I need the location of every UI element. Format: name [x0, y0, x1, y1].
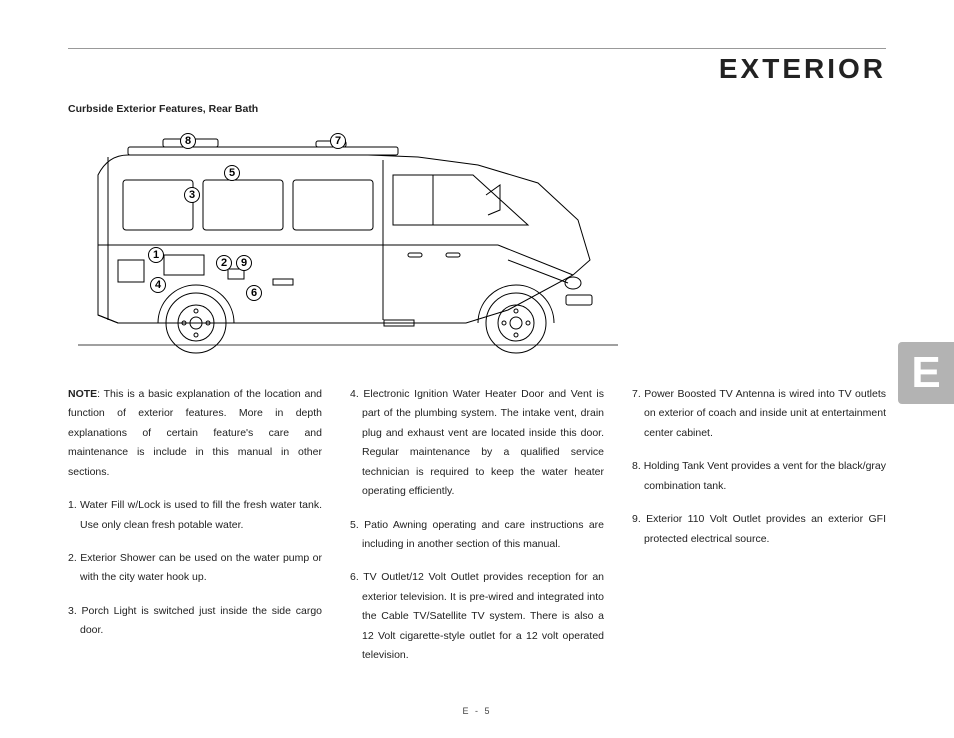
note-label: NOTE [68, 388, 97, 400]
callout-4: 4 [150, 277, 166, 293]
callout-8: 8 [180, 133, 196, 149]
callout-7: 7 [330, 133, 346, 149]
callout-6: 6 [246, 285, 262, 301]
column-3: 7. Power Boosted TV Antenna is wired int… [632, 385, 886, 665]
callout-5: 5 [224, 165, 240, 181]
van-svg [68, 125, 628, 355]
item-8: 8. Holding Tank Vent provides a vent for… [632, 457, 886, 496]
callout-9: 9 [236, 255, 252, 271]
section-subtitle: Curbside Exterior Features, Rear Bath [68, 103, 886, 115]
section-tab: E [898, 342, 954, 404]
callout-3: 3 [184, 187, 200, 203]
item-3: 3. Porch Light is switched just inside t… [68, 602, 322, 641]
page-number: E - 5 [0, 706, 954, 716]
column-1: NOTE: This is a basic explanation of the… [68, 385, 322, 665]
vehicle-diagram: 1 2 3 4 5 6 7 8 9 [68, 125, 628, 355]
column-2: 4. Electronic Ignition Water Heater Door… [350, 385, 604, 665]
note-text: : This is a basic explanation of the loc… [68, 388, 322, 478]
item-6: 6. TV Outlet/12 Volt Outlet provides rec… [350, 568, 604, 665]
body-columns: NOTE: This is a basic explanation of the… [68, 385, 886, 665]
item-9: 9. Exterior 110 Volt Outlet provides an … [632, 510, 886, 549]
item-4: 4. Electronic Ignition Water Heater Door… [350, 385, 604, 502]
note-paragraph: NOTE: This is a basic explanation of the… [68, 385, 322, 482]
item-5: 5. Patio Awning operating and care instr… [350, 516, 604, 555]
item-7: 7. Power Boosted TV Antenna is wired int… [632, 385, 886, 443]
callout-1: 1 [148, 247, 164, 263]
item-1: 1. Water Fill w/Lock is used to fill the… [68, 496, 322, 535]
page-title: EXTERIOR [68, 53, 886, 85]
item-2: 2. Exterior Shower can be used on the wa… [68, 549, 322, 588]
callout-2: 2 [216, 255, 232, 271]
